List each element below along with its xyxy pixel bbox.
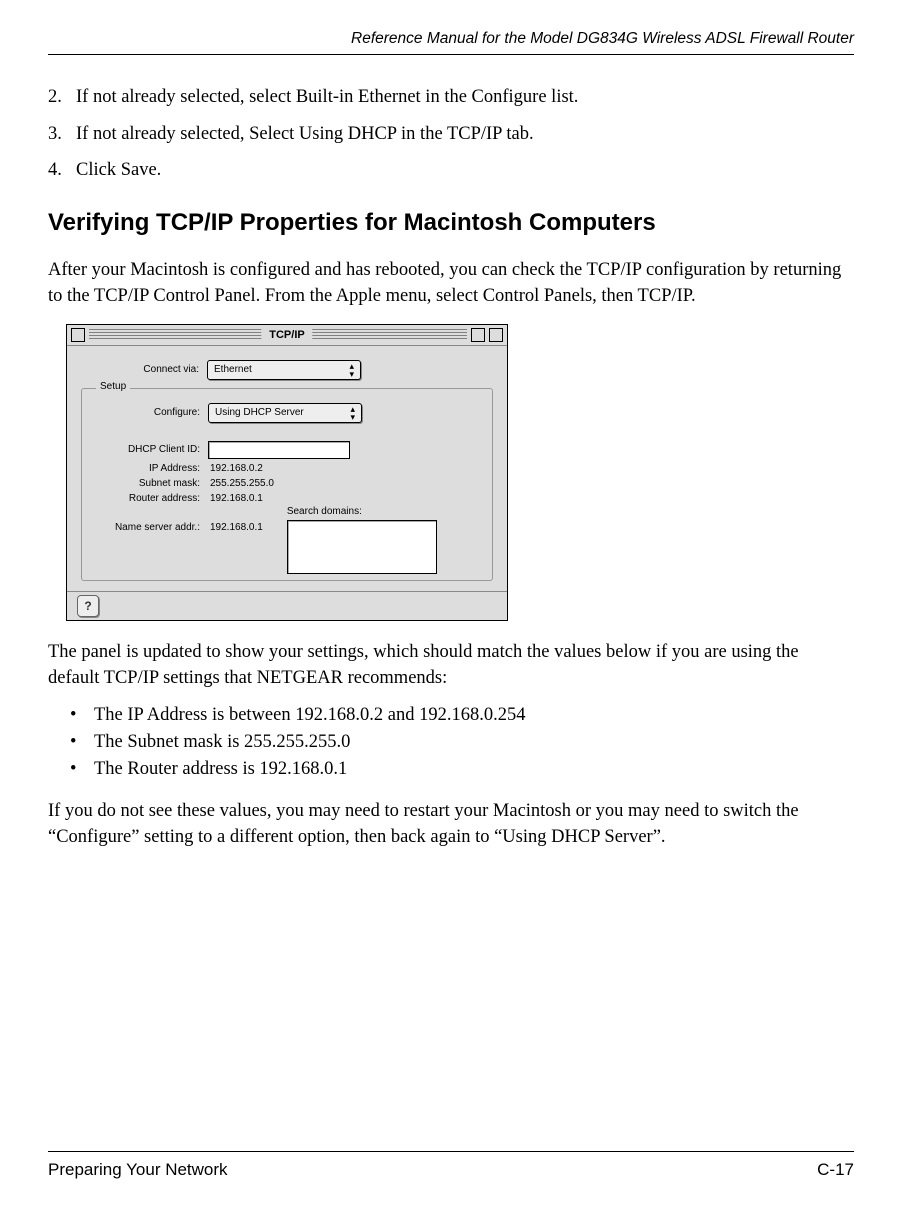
ip-address-label: IP Address: xyxy=(82,463,208,474)
name-server-value: 192.168.0.1 xyxy=(208,520,263,533)
connect-via-select[interactable]: Ethernet ▴▾ xyxy=(207,360,361,380)
configure-row: Configure: Using DHCP Server ▴▾ xyxy=(82,403,492,423)
subnet-mask-value: 255.255.255.0 xyxy=(208,478,274,489)
numbered-steps: 2. If not already selected, select Built… xyxy=(48,83,854,185)
setup-fieldset: Setup Configure: Using DHCP Server ▴▾ DH… xyxy=(81,388,493,581)
connect-via-value: Ethernet xyxy=(214,364,252,375)
dhcp-client-id-row: DHCP Client ID: xyxy=(82,441,492,459)
tcpip-dialog: TCP/IP Connect via: Ethernet ▴▾ Setup Co… xyxy=(66,324,508,621)
updown-icon: ▴▾ xyxy=(350,405,355,421)
help-icon[interactable]: ? xyxy=(77,595,99,617)
subnet-mask-row: Subnet mask: 255.255.255.0 xyxy=(82,478,492,489)
dialog-titlebar: TCP/IP xyxy=(67,325,507,346)
step-text: If not already selected, select Built-in… xyxy=(76,83,578,112)
section-heading: Verifying TCP/IP Properties for Macintos… xyxy=(48,209,854,237)
bullet-marker: • xyxy=(70,759,94,780)
bullet-text: The Router address is 192.168.0.1 xyxy=(94,759,347,780)
router-address-label: Router address: xyxy=(82,493,208,504)
setup-legend: Setup xyxy=(96,381,130,392)
ip-address-value: 192.168.0.2 xyxy=(208,463,263,474)
configure-select[interactable]: Using DHCP Server ▴▾ xyxy=(208,403,362,423)
bullet-item: • The Router address is 192.168.0.1 xyxy=(48,759,854,780)
close-icon[interactable] xyxy=(71,328,85,342)
footer-right: C-17 xyxy=(817,1160,854,1180)
router-address-row: Router address: 192.168.0.1 xyxy=(82,493,492,504)
step-3: 3. If not already selected, Select Using… xyxy=(48,120,854,149)
after-dialog-paragraph: The panel is updated to show your settin… xyxy=(48,639,854,692)
connect-via-row: Connect via: Ethernet ▴▾ xyxy=(81,360,493,380)
step-2: 2. If not already selected, select Built… xyxy=(48,83,854,112)
dialog-title: TCP/IP xyxy=(261,329,312,341)
bullet-marker: • xyxy=(70,732,94,753)
zoom-icon[interactable] xyxy=(471,328,485,342)
router-address-value: 192.168.0.1 xyxy=(208,493,263,504)
running-header: Reference Manual for the Model DG834G Wi… xyxy=(48,30,854,55)
subnet-mask-label: Subnet mask: xyxy=(82,478,208,489)
bullet-marker: • xyxy=(70,705,94,726)
footer-left: Preparing Your Network xyxy=(48,1160,228,1180)
bullet-text: The IP Address is between 192.168.0.2 an… xyxy=(94,705,525,726)
search-domains-label: Search domains: xyxy=(287,506,362,517)
bullet-item: • The Subnet mask is 255.255.255.0 xyxy=(48,732,854,753)
configure-label: Configure: xyxy=(82,407,208,418)
closing-paragraph: If you do not see these values, you may … xyxy=(48,798,854,851)
bullet-item: • The IP Address is between 192.168.0.2 … xyxy=(48,705,854,726)
bullet-text: The Subnet mask is 255.255.255.0 xyxy=(94,732,350,753)
name-server-row: Name server addr.: 192.168.0.1 Search do… xyxy=(82,520,492,574)
dhcp-client-id-label: DHCP Client ID: xyxy=(82,444,208,455)
name-server-label: Name server addr.: xyxy=(82,520,208,533)
bullet-list: • The IP Address is between 192.168.0.2 … xyxy=(48,705,854,780)
page-footer: Preparing Your Network C-17 xyxy=(48,1151,854,1180)
step-number: 3. xyxy=(48,120,76,149)
updown-icon: ▴▾ xyxy=(349,362,354,378)
step-number: 4. xyxy=(48,156,76,185)
dhcp-client-id-input[interactable] xyxy=(208,441,350,459)
ip-address-row: IP Address: 192.168.0.2 xyxy=(82,463,492,474)
intro-paragraph: After your Macintosh is configured and h… xyxy=(48,257,854,310)
titlebar-lines xyxy=(89,329,274,341)
connect-via-label: Connect via: xyxy=(81,364,207,375)
dialog-statusbar: ? xyxy=(67,591,507,620)
collapse-icon[interactable] xyxy=(489,328,503,342)
step-number: 2. xyxy=(48,83,76,112)
step-text: Click Save. xyxy=(76,156,161,185)
search-domains-input[interactable] xyxy=(287,520,437,574)
step-4: 4. Click Save. xyxy=(48,156,854,185)
configure-value: Using DHCP Server xyxy=(215,407,304,418)
step-text: If not already selected, Select Using DH… xyxy=(76,120,534,149)
